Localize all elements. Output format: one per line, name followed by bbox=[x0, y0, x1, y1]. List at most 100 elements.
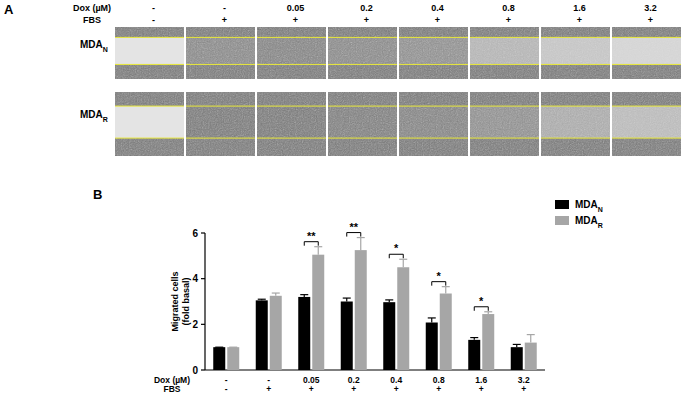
bar bbox=[213, 347, 225, 370]
wound-edge bbox=[470, 106, 539, 107]
y-tick-label: 6 bbox=[192, 228, 198, 239]
micrograph bbox=[541, 92, 610, 156]
header-value: + bbox=[364, 15, 369, 25]
bar bbox=[397, 267, 409, 370]
micrograph bbox=[186, 27, 255, 79]
scratch-gap bbox=[328, 37, 397, 64]
image-texture bbox=[186, 27, 255, 79]
image-base bbox=[541, 92, 610, 156]
image-base bbox=[115, 27, 184, 79]
wound-edge bbox=[186, 138, 255, 139]
significance-label: * bbox=[479, 295, 484, 307]
wound-edge bbox=[541, 64, 610, 65]
scratch-gap bbox=[470, 37, 539, 64]
x-tick-label: + bbox=[479, 384, 484, 394]
error-cap bbox=[484, 311, 492, 312]
image-texture bbox=[328, 27, 397, 79]
header-value: - bbox=[223, 3, 226, 13]
micrograph bbox=[612, 92, 681, 156]
x-tick-label: + bbox=[394, 384, 399, 394]
row-label: MDAR bbox=[80, 109, 108, 123]
image-base bbox=[186, 27, 255, 79]
header-value: + bbox=[577, 15, 582, 25]
scratch-gap bbox=[115, 106, 184, 138]
error-bar bbox=[229, 347, 237, 348]
micrograph bbox=[328, 92, 397, 156]
image-texture bbox=[257, 92, 326, 156]
bar bbox=[312, 255, 324, 370]
wound-edge bbox=[115, 138, 184, 139]
bar bbox=[426, 323, 438, 370]
bar bbox=[227, 347, 239, 370]
error-bar bbox=[527, 335, 535, 343]
wound-edge bbox=[257, 138, 326, 139]
bar bbox=[298, 297, 310, 370]
micrograph bbox=[328, 27, 397, 79]
error-stem bbox=[431, 318, 432, 323]
label-sub: N bbox=[103, 45, 108, 52]
error-stem bbox=[318, 247, 319, 255]
label-main: MDA bbox=[575, 215, 598, 226]
wound-edge bbox=[612, 64, 681, 65]
image-texture bbox=[115, 27, 184, 79]
wound-edge bbox=[470, 64, 539, 65]
legend: MDANMDAR bbox=[555, 199, 603, 229]
label-sub: R bbox=[598, 222, 603, 229]
wound-edge bbox=[470, 37, 539, 38]
error-bar bbox=[470, 338, 478, 340]
micrograph bbox=[399, 92, 468, 156]
significance-bracket bbox=[304, 242, 318, 246]
error-stem bbox=[445, 287, 446, 294]
scratch-gap bbox=[257, 37, 326, 64]
error-stem bbox=[360, 238, 361, 251]
header-value: 0.8 bbox=[502, 3, 515, 13]
bar bbox=[511, 347, 523, 370]
bar bbox=[482, 314, 494, 370]
micrograph bbox=[115, 27, 184, 79]
wound-edge bbox=[115, 37, 184, 38]
bar bbox=[440, 294, 452, 370]
wound-edge bbox=[612, 138, 681, 139]
error-cap bbox=[215, 347, 223, 348]
error-bar bbox=[484, 312, 492, 314]
legend-swatch bbox=[555, 216, 569, 225]
header-value: 0.05 bbox=[287, 3, 305, 13]
scratch-gap bbox=[186, 37, 255, 64]
micrograph bbox=[541, 27, 610, 79]
error-bar bbox=[314, 247, 322, 255]
micrograph bbox=[612, 27, 681, 79]
error-bar bbox=[442, 287, 450, 294]
image-texture bbox=[186, 92, 255, 156]
y-axis-label-line: (fold basal) bbox=[181, 277, 191, 325]
legend-label: MDAR bbox=[575, 215, 603, 229]
scratch-gap bbox=[541, 37, 610, 64]
panel-label: A bbox=[4, 2, 14, 17]
error-cap bbox=[314, 246, 322, 247]
error-bar bbox=[215, 347, 223, 348]
image-texture bbox=[328, 92, 397, 156]
scratch-gap bbox=[399, 37, 468, 64]
image-texture bbox=[470, 27, 539, 79]
image-base bbox=[257, 27, 326, 79]
image-base bbox=[541, 27, 610, 79]
wound-edge bbox=[115, 64, 184, 65]
scratch-gap bbox=[399, 106, 468, 138]
header-label: Dox (µM) bbox=[73, 3, 111, 13]
header-value: - bbox=[152, 3, 155, 13]
error-stem bbox=[403, 259, 404, 267]
error-bar bbox=[258, 299, 266, 300]
header-value: - bbox=[152, 15, 155, 25]
error-cap bbox=[527, 334, 535, 335]
image-texture bbox=[612, 27, 681, 79]
image-texture bbox=[612, 92, 681, 156]
image-base bbox=[186, 92, 255, 156]
bar bbox=[341, 302, 353, 371]
error-cap bbox=[272, 292, 280, 293]
header-label: FBS bbox=[83, 15, 101, 25]
image-base bbox=[612, 92, 681, 156]
micrograph bbox=[399, 27, 468, 79]
error-bar bbox=[399, 259, 407, 267]
error-stem bbox=[530, 335, 531, 343]
micrograph bbox=[470, 92, 539, 156]
wound-edge bbox=[186, 37, 255, 38]
